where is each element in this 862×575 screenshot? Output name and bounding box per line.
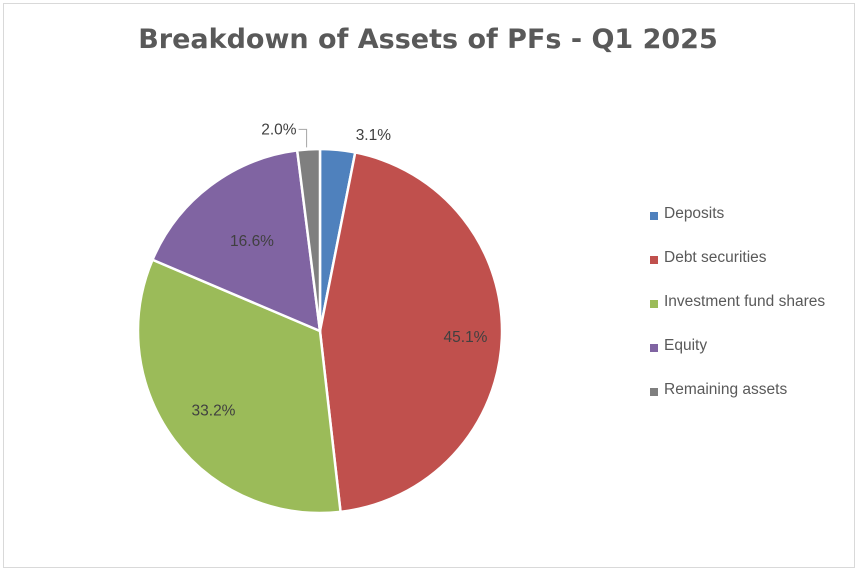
legend-swatch-deposits <box>650 212 658 220</box>
legend-label-investment-fund-shares: Investment fund shares <box>664 293 826 310</box>
legend: Deposits Debt securities Investment fund s… <box>650 205 825 425</box>
legend-label-remaining-assets: Remaining assets <box>664 381 788 398</box>
data-label-investment-fund-shares: 33.2% <box>192 402 236 419</box>
legend-label-deposits: Deposits <box>664 205 725 222</box>
data-label-debt-securities: 45.1% <box>444 329 488 346</box>
legend-swatch-equity <box>650 344 658 352</box>
leader-line-remaining-assets <box>298 128 308 148</box>
legend-swatch-investment-fund-shares <box>650 300 658 308</box>
legend-item-remaining-assets: Remaining assets <box>650 381 825 425</box>
pie-slice-investment-fund-shares <box>136 258 342 515</box>
legend-item-equity: Equity <box>650 337 825 381</box>
legend-label-debt-securities: Debt securities <box>664 249 767 266</box>
legend-swatch-debt-securities <box>650 256 658 264</box>
legend-item-debt-securities: Debt securities <box>650 249 825 293</box>
legend-label-equity: Equity <box>664 337 708 354</box>
pie-slice-debt-securities <box>318 150 504 514</box>
data-label-deposits: 3.1% <box>356 127 392 144</box>
chart-title: Breakdown of Assets of PFs - Q1 2025 <box>138 24 718 55</box>
legend-item-investment-fund-shares: Investment fund shares <box>650 293 825 337</box>
legend-swatch-remaining-assets <box>650 388 658 396</box>
data-label-remaining-assets: 2.0% <box>261 121 297 138</box>
pie-slice-equity <box>150 149 322 334</box>
legend-item-deposits: Deposits <box>650 205 825 249</box>
data-label-equity: 16.6% <box>230 233 274 250</box>
pie-slice-remaining-assets <box>295 147 322 332</box>
